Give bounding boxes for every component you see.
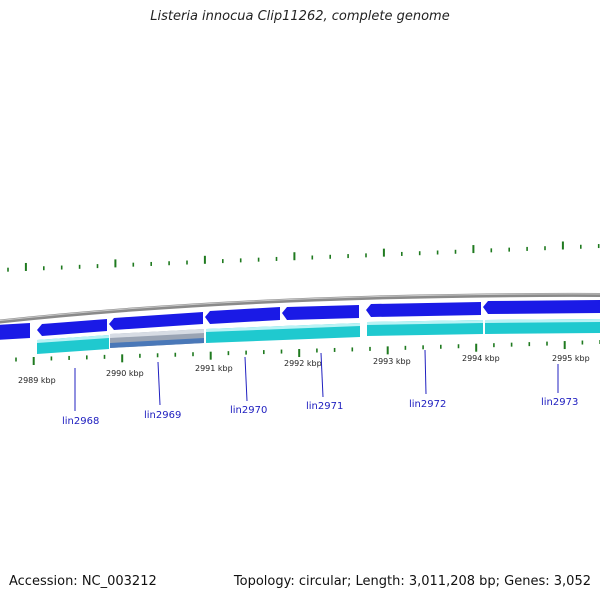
gene-reverse[interactable] (485, 319, 600, 334)
gene-label-lin2973[interactable]: lin2973 (541, 397, 578, 408)
gene-forward[interactable] (483, 300, 600, 314)
scale-label: 2994 kbp (462, 354, 500, 363)
gene-label-lin2971[interactable]: lin2971 (306, 401, 343, 412)
scale-label: 2995 kbp (552, 354, 590, 363)
tick-marks (7, 241, 600, 365)
gene-label-leaders (74, 349, 559, 411)
gene-forward[interactable] (366, 302, 481, 317)
gene-label-lin2969[interactable]: lin2969 (144, 410, 181, 421)
scale-label: 2992 kbp (284, 359, 322, 368)
gene-forward[interactable] (37, 319, 107, 336)
accession-text: Accession: NC_003212 (9, 574, 157, 589)
gene-label-lin2968[interactable]: lin2968 (62, 416, 99, 427)
gene-label-lin2972[interactable]: lin2972 (409, 399, 446, 410)
gene-forward[interactable] (282, 305, 359, 320)
gene-forward[interactable] (0, 323, 30, 340)
gene-forward[interactable] (205, 307, 280, 324)
scale-labels: 2989 kbp 2990 kbp 2991 kbp 2992 kbp 2993… (18, 354, 590, 385)
forward-strand-genes (0, 300, 600, 340)
gene-label-lin2970[interactable]: lin2970 (230, 405, 267, 416)
gene-forward[interactable] (109, 312, 203, 330)
genome-summary-text: Topology: circular; Length: 3,011,208 bp… (233, 574, 591, 589)
reverse-strand-genes (37, 319, 600, 354)
scale-label: 2990 kbp (106, 369, 144, 378)
gene-labels: lin2968 lin2969 lin2970 lin2971 lin2972 … (62, 397, 578, 427)
scale-label: 2993 kbp (373, 357, 411, 366)
scale-label: 2991 kbp (195, 364, 233, 373)
genome-backbone (0, 292, 600, 324)
map-title: Listeria innocua Clip11262, complete gen… (150, 9, 450, 24)
scale-label: 2989 kbp (18, 376, 56, 385)
